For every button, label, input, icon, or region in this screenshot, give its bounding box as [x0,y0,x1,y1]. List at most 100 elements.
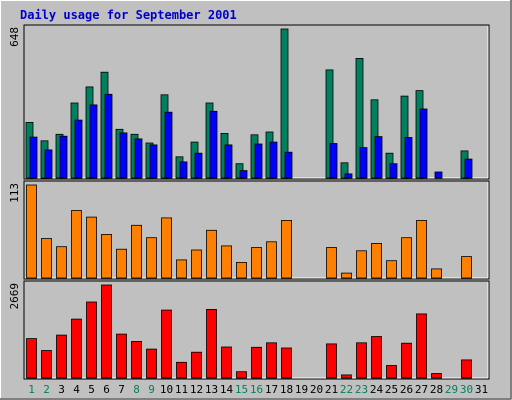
bar-top-s1-day-27 [419,108,428,179]
bar-middle-s0-day-12 [191,249,202,279]
bar-top-s1-day-14 [224,144,233,179]
bar-bottom-s0-day-27 [416,313,427,379]
day-label-23: 23 [355,383,368,396]
bar-top-s1-day-8 [134,138,143,179]
bar-top-s0-day-23 [355,58,364,179]
bar-middle-s0-day-7 [116,248,127,279]
bar-middle-s0-day-9 [146,237,157,279]
bar-bottom-s0-day-17 [266,342,277,379]
day-label-15: 15 [235,383,248,396]
bar-bottom-s0-day-25 [386,365,397,379]
bar-middle-s0-day-4 [71,210,82,279]
bar-bottom-s0-day-12 [191,351,202,379]
day-label-28: 28 [430,383,443,396]
bar-bottom-s0-day-15 [236,371,247,379]
bar-top-s1-day-26 [404,137,413,179]
bar-bottom-s0-day-24 [371,336,382,379]
day-label-13: 13 [205,383,218,396]
bar-top-s1-day-3 [59,135,68,179]
bar-top-s1-day-23 [359,147,368,179]
bar-middle-s0-day-14 [221,245,232,279]
bar-bottom-s0-day-8 [131,340,142,379]
day-label-22: 22 [340,383,353,396]
bar-middle-s0-day-22 [341,272,352,279]
bar-bottom-s0-day-11 [176,361,187,379]
bar-top-s1-day-15 [239,170,248,179]
day-label-14: 14 [220,383,234,396]
day-label-27: 27 [415,383,428,396]
day-label-1: 1 [28,383,35,396]
bar-top-s1-day-16 [254,143,263,179]
bar-bottom-s0-day-3 [56,334,67,379]
bar-middle-s0-day-11 [176,259,187,279]
bar-middle-s0-day-26 [401,237,412,279]
day-label-7: 7 [118,383,125,396]
bar-top-s1-day-10 [164,111,173,179]
bar-top-s1-day-13 [209,110,218,179]
day-label-9: 9 [148,383,155,396]
bar-bottom-s0-day-16 [251,346,262,379]
bar-middle-s0-day-24 [371,242,382,279]
day-label-4: 4 [73,383,80,396]
panel-middle-max-label: 113 [8,183,21,203]
bar-top-s1-day-30 [464,158,473,179]
day-label-6: 6 [103,383,110,396]
bar-top-s1-day-22 [344,173,353,179]
bar-middle-s0-day-10 [161,217,172,279]
bar-bottom-s0-day-10 [161,309,172,379]
bar-middle-s0-day-1 [26,184,37,279]
day-label-31: 31 [475,383,488,396]
bar-top-s1-day-24 [374,136,383,179]
bar-middle-s0-day-3 [56,246,67,279]
bar-bottom-s0-day-13 [206,308,217,379]
bar-middle-s0-day-17 [266,241,277,279]
bar-top-s1-day-4 [74,119,83,179]
bar-bottom-s0-day-6 [101,284,112,379]
day-label-24: 24 [370,383,384,396]
day-label-5: 5 [88,383,95,396]
bar-middle-s0-day-25 [386,260,397,279]
day-label-29: 29 [445,383,458,396]
panel-bottom: 2669 [8,280,490,380]
panel-bottom-border [23,280,490,380]
bar-top-s1-day-9 [149,144,158,179]
bar-bottom-s0-day-21 [326,343,337,379]
bar-middle-s0-day-21 [326,247,337,279]
chart-title: Daily usage for September 2001 [20,8,237,22]
bar-top-s1-day-28 [434,171,443,179]
bar-top-s0-day-22 [340,162,349,179]
bar-bottom-s0-day-2 [41,350,52,379]
bar-bottom-s0-day-1 [26,338,37,379]
bar-top-s1-day-2 [44,149,53,179]
day-labels: 1 2 3 4 5 6 7 8 9 10 11 12 13 14 15 16 17 18 19 20 21 22 23 24 2… [28,383,488,396]
bar-middle-s0-day-13 [206,229,217,279]
bar-bottom-s0-day-4 [71,318,82,379]
day-label-16: 16 [250,383,263,396]
bar-top-s1-day-5 [89,104,98,179]
bar-top-s0-day-21 [325,69,334,179]
bar-middle-s0-day-15 [236,261,247,279]
day-label-30: 30 [460,383,473,396]
bar-middle-s0-day-5 [86,216,97,279]
bar-bottom-s0-day-18 [281,347,292,379]
bar-middle-s0-day-16 [251,247,262,279]
bar-bottom-s0-day-22 [341,374,352,379]
bar-bottom-s0-day-14 [221,346,232,379]
bar-middle-s0-day-23 [356,250,367,279]
bar-top-s0-day-26 [400,95,409,179]
day-label-18: 18 [280,383,293,396]
day-label-19: 19 [295,383,308,396]
day-label-12: 12 [190,383,203,396]
bar-bottom-s0-day-26 [401,342,412,379]
bar-top-s1-day-21 [329,143,338,179]
bar-middle-s0-day-2 [41,238,52,279]
bar-top-s1-day-11 [179,161,188,179]
bar-bottom-s0-day-30 [461,359,472,379]
day-label-8: 8 [133,383,140,396]
panel-top: 648 [8,24,490,180]
bar-bottom-s0-day-7 [116,333,127,379]
bar-top-s1-day-17 [269,141,278,179]
day-label-2: 2 [43,383,50,396]
day-label-10: 10 [160,383,173,396]
